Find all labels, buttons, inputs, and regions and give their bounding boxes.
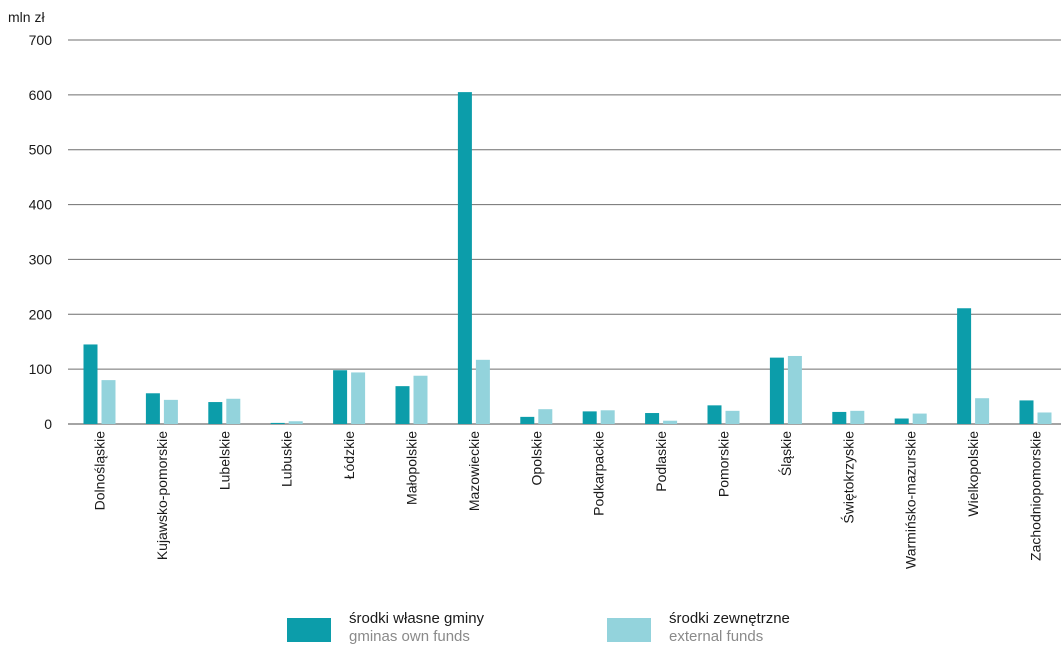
legend-item-external-funds: środki zewnętrzne external funds <box>607 610 790 646</box>
x-tick-label: Lubuskie <box>279 431 295 487</box>
bar-own-funds <box>957 308 972 424</box>
y-tick-labels: 0 100 200 300 400 500 600 700 <box>29 32 53 432</box>
y-tick-label: 400 <box>29 197 53 213</box>
bar-own-funds <box>832 411 847 424</box>
x-tick-label: Pomorskie <box>716 431 732 497</box>
x-tick-label: Świętokrzyskie <box>839 431 856 524</box>
x-tick-label: Opolskie <box>528 431 544 486</box>
y-axis-unit-label: mln zł <box>8 9 45 25</box>
bar-external-funds <box>975 398 990 424</box>
bar-own-funds <box>395 386 410 424</box>
bar-own-funds <box>208 402 223 424</box>
x-tick-label: Kujawsko-pomorskie <box>154 431 170 560</box>
bar-own-funds <box>769 357 784 424</box>
bar-own-funds <box>145 393 160 424</box>
bar-chart: mln zł 0 100 200 300 400 500 600 700 Dolnośląsk… <box>8 9 1061 569</box>
legend-swatch-own-funds <box>287 618 331 642</box>
y-tick-label: 200 <box>29 306 53 322</box>
x-tick-label: Mazowieckie <box>466 431 482 511</box>
bar-external-funds <box>163 399 178 424</box>
legend-label-own-funds: środki własne gminy <box>349 610 485 627</box>
y-tick-label: 500 <box>29 142 53 158</box>
bars <box>83 92 1052 424</box>
legend-swatch-external-funds <box>607 618 651 642</box>
legend: środki własne gminy gminas own funds śro… <box>0 610 1061 650</box>
x-tick-label: Dolnośląskie <box>92 431 108 511</box>
x-tick-label: Śląskie <box>777 431 794 476</box>
y-tick-label: 0 <box>44 416 52 432</box>
x-tick-label: Wielkopolskie <box>965 431 981 517</box>
bar-own-funds <box>894 418 909 424</box>
x-tick-label: Zachodniopomorskie <box>1028 431 1044 561</box>
bar-external-funds <box>787 355 802 424</box>
x-tick-labels: Dolnośląskie Kujawsko-pomorskie Lubelskie L… <box>92 431 1044 569</box>
bar-external-funds <box>663 420 678 424</box>
bar-external-funds <box>725 410 740 424</box>
bar-external-funds <box>101 380 116 424</box>
bar-own-funds <box>582 411 597 424</box>
bar-own-funds <box>1019 400 1034 424</box>
x-tick-label: Warmińsko-mazurskie <box>903 431 919 569</box>
bar-own-funds <box>270 422 285 424</box>
gridlines <box>68 39 1061 425</box>
y-tick-label: 700 <box>29 32 53 48</box>
legend-item-own-funds: środki własne gminy gminas own funds <box>287 610 484 646</box>
y-tick-label: 300 <box>29 251 53 267</box>
bar-own-funds <box>83 344 98 424</box>
legend-label-own-funds-en: gminas own funds <box>349 628 470 645</box>
bar-own-funds <box>707 405 722 424</box>
bar-external-funds <box>912 413 927 424</box>
bar-external-funds <box>850 410 865 424</box>
x-tick-label: Łódzkie <box>341 431 357 479</box>
y-tick-label: 100 <box>29 361 53 377</box>
y-tick-label: 600 <box>29 87 53 103</box>
bar-external-funds <box>1037 412 1052 424</box>
bar-own-funds <box>645 413 660 424</box>
x-tick-label: Lubelskie <box>216 431 232 490</box>
x-tick-label: Podlaskie <box>653 431 669 492</box>
bar-external-funds <box>288 421 303 424</box>
bar-external-funds <box>351 372 366 424</box>
bar-external-funds <box>600 410 615 424</box>
bar-external-funds <box>475 359 490 424</box>
x-tick-label: Małopolskie <box>404 431 420 505</box>
legend-label-external-funds: środki zewnętrzne <box>669 610 790 627</box>
bar-own-funds <box>457 92 472 424</box>
bar-external-funds <box>413 375 428 424</box>
legend-label-external-funds-en: external funds <box>669 628 764 645</box>
bar-external-funds <box>226 398 241 424</box>
x-tick-label: Podkarpackie <box>591 431 607 516</box>
bar-external-funds <box>538 409 553 424</box>
bar-own-funds <box>520 416 535 424</box>
bar-own-funds <box>333 370 348 424</box>
